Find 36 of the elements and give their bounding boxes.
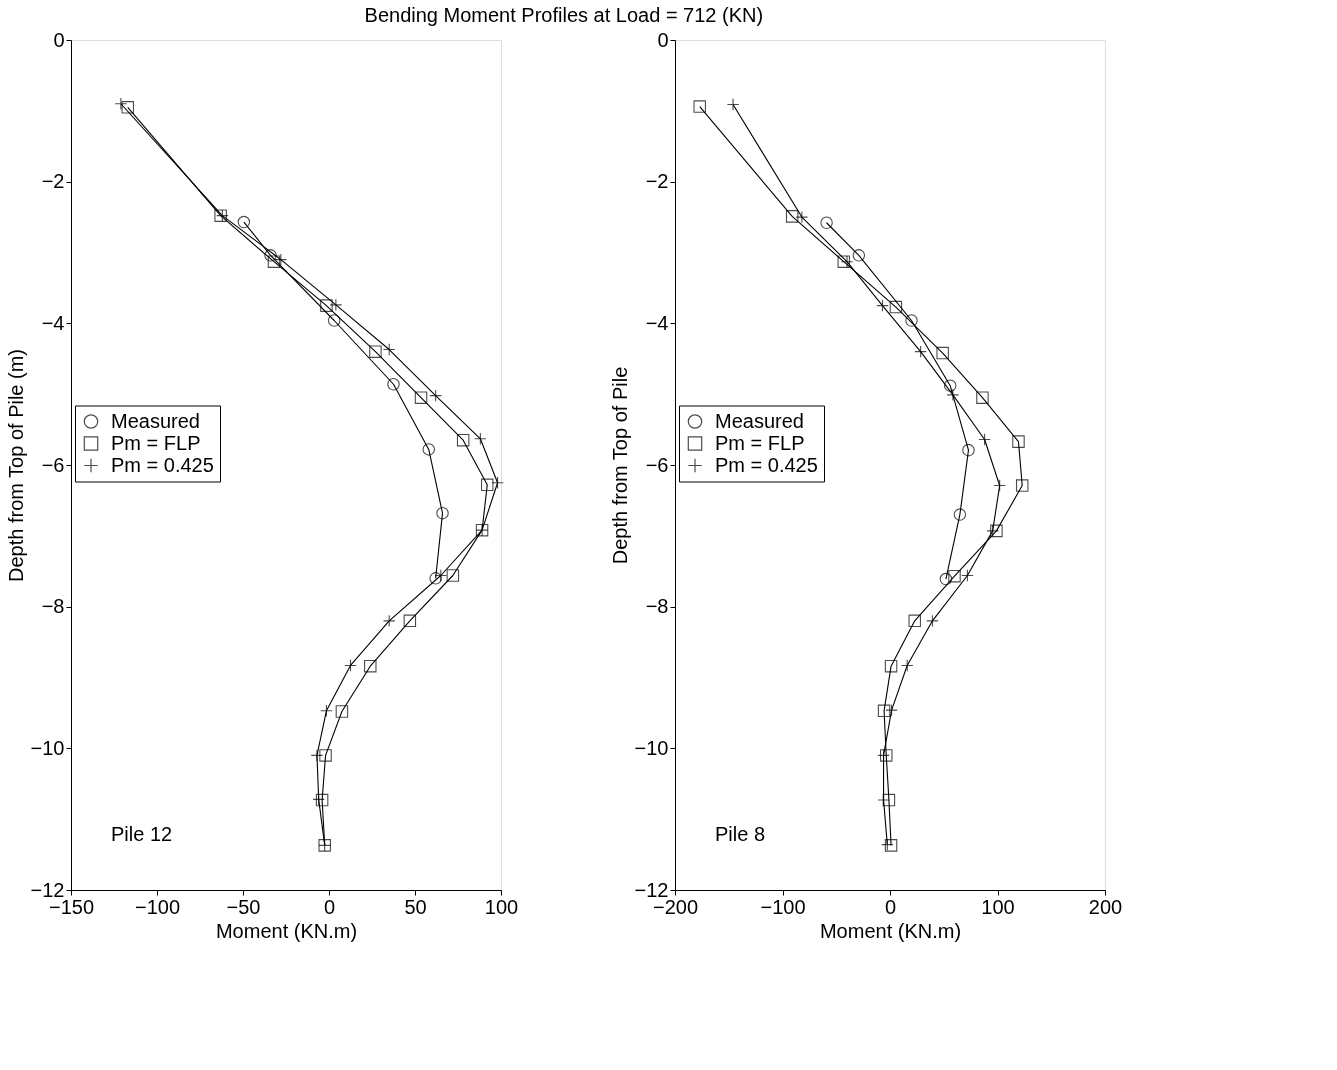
y-tick-label: −8: [645, 595, 669, 618]
y-tick-label: −2: [41, 170, 65, 193]
text: Bending Moment Profiles at Load = 712 (KN): [364, 3, 764, 26]
legend-label: Pm = FLP: [111, 431, 201, 454]
x-tick-label: −50: [226, 895, 261, 918]
y-tick-label: −10: [30, 736, 65, 759]
y-tick-label: −2: [645, 170, 669, 193]
x-axis-title: Moment (KN.m): [215, 919, 358, 942]
x-tick-label: −100: [134, 895, 181, 918]
y-tick-label: −12: [30, 878, 65, 901]
annotation: Pile 8: [715, 823, 766, 845]
y-tick-label: −6: [41, 453, 65, 476]
legend-label: Pm = 0.425: [715, 453, 818, 476]
x-tick-label: 0: [323, 895, 336, 918]
x-tick-label: −100: [760, 895, 806, 918]
x-tick-label: 100: [484, 895, 519, 918]
y-tick-label: 0: [53, 28, 65, 51]
x-tick-label: 0: [884, 895, 897, 918]
y-axis-title: Depth from Top of Pile: [608, 366, 631, 565]
y-axis-title: Depth from Top of Pile (m): [4, 348, 27, 583]
y-tick-label: −12: [634, 878, 669, 901]
y-tick-label: −6: [645, 453, 669, 476]
x-tick-label: 50: [404, 895, 427, 918]
x-tick-label: 200: [1088, 895, 1123, 918]
y-tick-label: 0: [657, 28, 669, 51]
annotation: Pile 12: [111, 823, 173, 845]
x-axis-title: Moment (KN.m): [819, 919, 962, 942]
legend-label: Measured: [715, 409, 804, 432]
y-tick-label: −8: [41, 595, 65, 618]
legend-label: Pm = FLP: [715, 431, 805, 454]
y-tick-label: −10: [634, 736, 669, 759]
y-tick-label: −4: [41, 311, 65, 334]
legend-label: Measured: [111, 409, 200, 432]
legend-label: Pm = 0.425: [111, 453, 214, 476]
x-tick-label: 100: [981, 895, 1015, 918]
y-tick-label: −4: [645, 311, 669, 334]
